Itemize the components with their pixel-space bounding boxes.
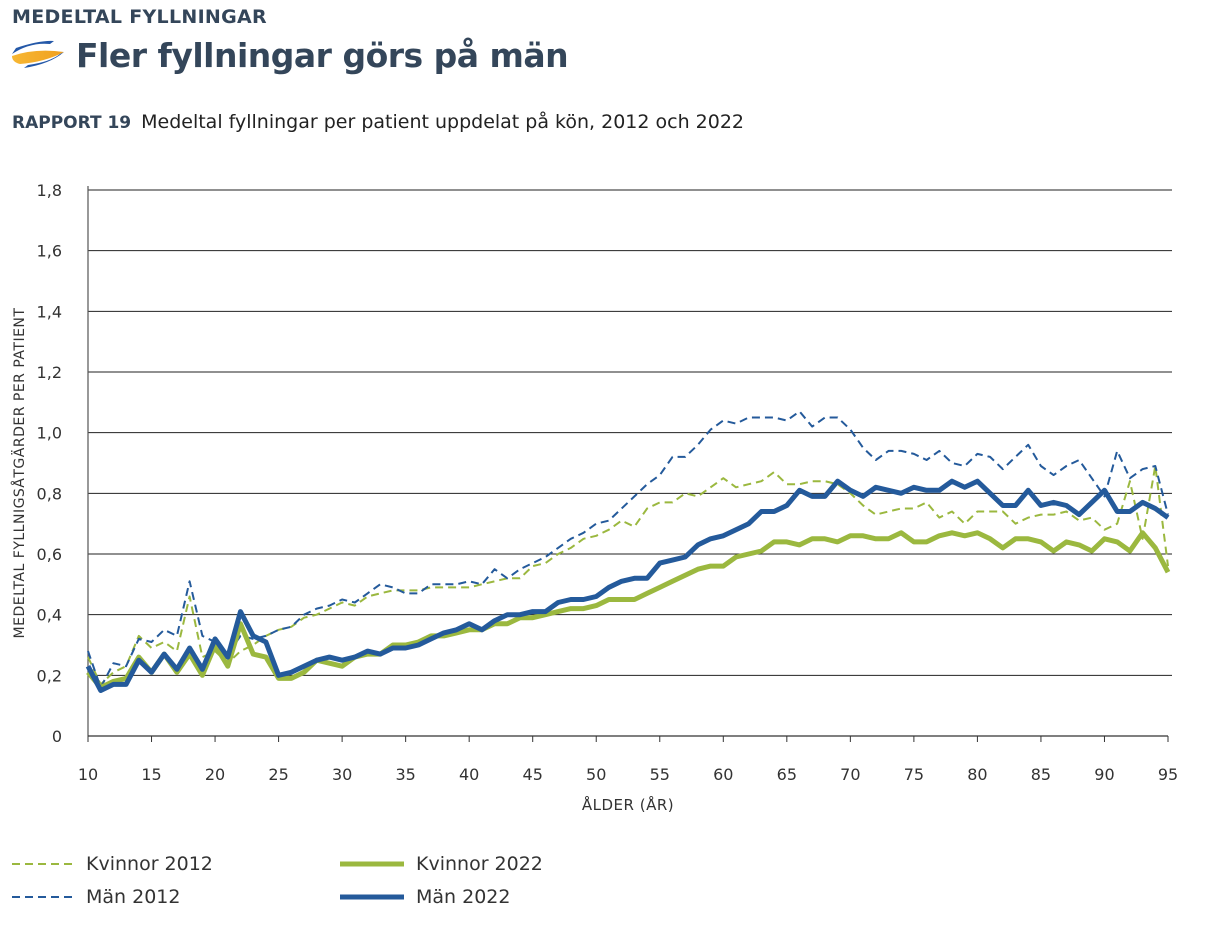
legend-label: Män 2022 — [416, 886, 511, 908]
x-tick-label: 85 — [1031, 765, 1051, 784]
y-tick-label: 1,4 — [37, 302, 62, 321]
legend-item: Män 2022 — [340, 886, 510, 908]
y-axis-label: MEDELTAL FYLLNIGSÅTGÄRDER PER PATIENT — [10, 308, 28, 639]
section-kicker: MEDELTAL FYLLNINGAR — [12, 6, 267, 28]
y-tick-label: 0 — [52, 727, 62, 746]
y-tick-label: 1,2 — [37, 363, 62, 382]
legend-item: Män 2012 — [12, 886, 180, 908]
series-line-kvinnor-2012 — [87, 465, 1169, 686]
x-tick-label: 45 — [523, 765, 543, 784]
x-tick-label: 70 — [840, 765, 860, 784]
series-line-man-2012 — [87, 410, 1169, 689]
series-line-kvinnor-2022 — [86, 530, 1171, 690]
x-tick-label: 20 — [205, 765, 225, 784]
legend-item: Kvinnor 2022 — [340, 853, 543, 875]
legend-label: Kvinnor 2012 — [86, 853, 213, 875]
x-tick-label: 95 — [1158, 765, 1178, 784]
x-axis-label: ÅLDER (ÅR) — [582, 795, 674, 814]
y-tick-label: 0,4 — [37, 606, 62, 625]
x-tick-label: 40 — [459, 765, 479, 784]
x-tick-label: 15 — [141, 765, 161, 784]
x-tick-label: 10 — [78, 765, 98, 784]
legend-swatch-icon — [340, 861, 404, 867]
legend-swatch-icon — [12, 896, 74, 898]
y-tick-label: 1,8 — [37, 181, 62, 200]
page-title: Fler fyllningar görs på män — [76, 36, 569, 75]
x-tick-label: 25 — [268, 765, 288, 784]
x-tick-label: 60 — [713, 765, 733, 784]
y-tick-label: 0,8 — [37, 484, 62, 503]
legend-swatch-icon — [340, 894, 404, 900]
legend-label: Kvinnor 2022 — [416, 853, 543, 875]
logo-swoosh-icon — [12, 40, 64, 68]
report-text: Medeltal fyllningar per patient uppdelat… — [141, 111, 745, 133]
x-tick-label: 55 — [650, 765, 670, 784]
x-tick-label: 50 — [586, 765, 606, 784]
legend-label: Män 2012 — [86, 886, 181, 908]
x-tick-label: 65 — [777, 765, 797, 784]
legend-item: Kvinnor 2012 — [12, 853, 213, 875]
y-tick-label: 1,0 — [37, 424, 62, 443]
legend-swatch-icon — [12, 863, 74, 865]
y-tick-label: 1,6 — [37, 242, 62, 261]
x-tick-label: 90 — [1094, 765, 1114, 784]
report-label: RAPPORT 19 — [12, 113, 132, 133]
y-tick-label: 0,2 — [37, 666, 62, 685]
y-tick-label: 0,6 — [37, 545, 62, 564]
chart-caption: RAPPORT 19 Medeltal fyllningar per patien… — [12, 111, 744, 133]
x-tick-label: 30 — [332, 765, 352, 784]
x-tick-label: 80 — [967, 765, 987, 784]
x-tick-label: 75 — [904, 765, 924, 784]
series-line-man-2022 — [85, 478, 1170, 693]
x-tick-label: 35 — [395, 765, 415, 784]
